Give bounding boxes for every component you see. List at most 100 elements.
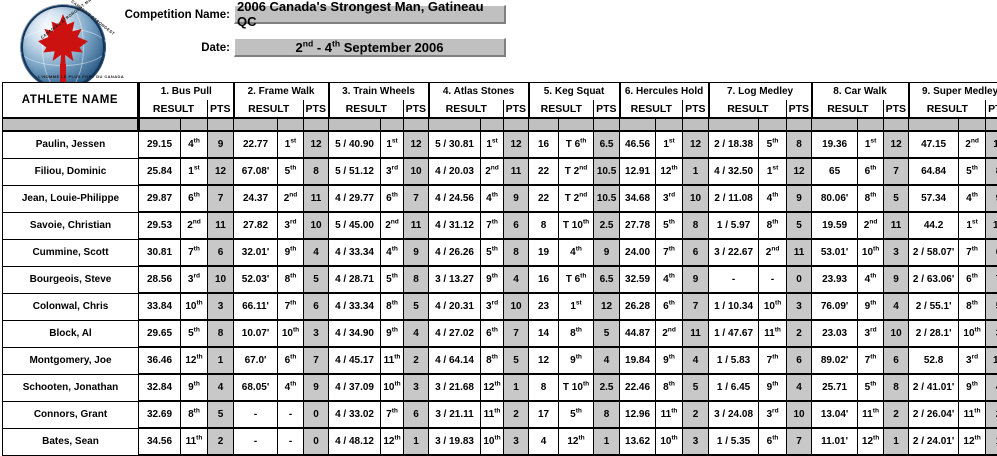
event-8-pts-cell: 4 <box>884 293 909 320</box>
event-7-place-cell: 5th <box>759 131 787 158</box>
event-7-pts-cell: 10 <box>787 401 812 428</box>
event-7-result-cell: 4 / 32.50 <box>709 158 759 185</box>
event-5-place-cell: T 6th <box>559 266 594 293</box>
event-9-pts-cell: 10 <box>986 347 997 374</box>
event-6-result-cell: 26.28 <box>620 293 656 320</box>
event-3-pts-cell: 5 <box>404 293 429 320</box>
strip-cell <box>884 118 909 131</box>
event-header-8: 8. Car Walk <box>812 83 909 101</box>
strip-cell <box>139 118 181 131</box>
event-header-7: 7. Log Medley <box>709 83 812 101</box>
event-1-pts-cell: 5 <box>208 401 234 428</box>
event-6-pts-cell: 5 <box>683 374 709 401</box>
strip-cell <box>986 118 997 131</box>
event-3-result-cell: 4 / 37.09 <box>329 374 381 401</box>
event-5-result-cell: 8 <box>529 374 559 401</box>
event-9-result-cell: 57.34 <box>909 185 959 212</box>
event-1-pts-cell: 3 <box>208 293 234 320</box>
event-5-pts-cell: 8 <box>594 401 620 428</box>
event-6-pts-cell: 7 <box>683 293 709 320</box>
athlete-name-cell: Connors, Grant <box>3 401 139 428</box>
athlete-name-cell: Block, Al <box>3 320 139 347</box>
competition-name-field[interactable]: 2006 Canada's Strongest Man, Gatineau QC <box>234 5 506 24</box>
event-7-result-cell: - <box>709 266 759 293</box>
event-2-place-cell: 9th <box>278 239 304 266</box>
event-7-place-cell: - <box>759 266 787 293</box>
event-6-pts-cell: 1 <box>683 158 709 185</box>
event-2-result-cell: 32.01' <box>234 239 278 266</box>
event-7-pts-cell: 7 <box>787 428 812 455</box>
event-2-place-cell: 4th <box>278 374 304 401</box>
event-7-pts-cell: 12 <box>787 158 812 185</box>
event-2-pts-cell: 9 <box>304 374 329 401</box>
event-1-place-cell: 6th <box>181 185 208 212</box>
event-3-place-cell: 1st <box>381 131 404 158</box>
event-7-result-cell: 1 / 5.83 <box>709 347 759 374</box>
event-8-place-cell: 1st <box>858 131 884 158</box>
event-5-result-cell: 22 <box>529 185 559 212</box>
event-4-pts-cell: 1 <box>504 374 529 401</box>
event-5-result-cell: 19 <box>529 239 559 266</box>
event-3-pts-cell: 7 <box>404 185 429 212</box>
athlete-name-cell: Colonwal, Chris <box>3 293 139 320</box>
event-4-place-cell: 12th <box>481 374 504 401</box>
event-1-pts-header: PTS <box>208 100 234 118</box>
event-3-place-cell: 7th <box>381 401 404 428</box>
strip-cell <box>529 118 559 131</box>
event-3-pts-cell: 9 <box>404 239 429 266</box>
event-8-pts-cell: 12 <box>884 131 909 158</box>
event-5-place-cell: 4th <box>559 239 594 266</box>
event-6-pts-cell: 10 <box>683 185 709 212</box>
strip-cell <box>404 118 429 131</box>
event-8-pts-cell: 2 <box>884 401 909 428</box>
event-7-place-cell: 2nd <box>759 239 787 266</box>
athlete-name-header: ATHLETE NAME <box>3 83 139 119</box>
event-7-pts-cell: 11 <box>787 239 812 266</box>
event-1-result-cell: 29.15 <box>139 131 181 158</box>
event-2-result-cell: 52.03' <box>234 266 278 293</box>
event-6-pts-cell: 6 <box>683 239 709 266</box>
event-4-place-cell: 4th <box>481 185 504 212</box>
athlete-name-cell: Schooten, Jonathan <box>3 374 139 401</box>
strip-cell <box>909 118 959 131</box>
event-2-result-cell: 27.82 <box>234 212 278 239</box>
event-6-result-cell: 24.00 <box>620 239 656 266</box>
event-1-place-cell: 11th <box>181 428 208 455</box>
event-7-result-cell: 1 / 6.45 <box>709 374 759 401</box>
event-8-pts-cell: 5 <box>884 185 909 212</box>
event-1-pts-cell: 7 <box>208 185 234 212</box>
event-3-result-cell: 4 / 33.34 <box>329 239 381 266</box>
strip-name-cell <box>3 118 139 131</box>
event-8-result-cell: 25.71 <box>812 374 858 401</box>
cwa-logo: CANADIAN STRONGEST MAN CANADA'S STRONGES… <box>20 4 106 90</box>
event-5-pts-cell: 10.5 <box>594 158 620 185</box>
event-4-place-cell: 5th <box>481 239 504 266</box>
strip-cell <box>429 118 481 131</box>
strip-cell <box>304 118 329 131</box>
event-5-place-cell: 8th <box>559 320 594 347</box>
event-2-place-cell: 7th <box>278 293 304 320</box>
event-2-place-cell: 6th <box>278 347 304 374</box>
event-7-result-cell: 3 / 22.67 <box>709 239 759 266</box>
event-4-place-cell: 3rd <box>481 293 504 320</box>
strip-cell <box>504 118 529 131</box>
event-1-pts-cell: 11 <box>208 212 234 239</box>
event-2-result-cell: 67.0' <box>234 347 278 374</box>
date-field[interactable]: 2nd - 4th September 2006 <box>234 38 506 57</box>
event-5-place-cell: T 6th <box>559 131 594 158</box>
event-4-pts-cell: 11 <box>504 158 529 185</box>
event-5-place-cell: 1st <box>559 293 594 320</box>
event-6-result-cell: 44.87 <box>620 320 656 347</box>
athlete-name-cell: Bourgeois, Steve <box>3 266 139 293</box>
event-6-place-cell: 5th <box>656 212 683 239</box>
event-header-3: 3. Train Wheels <box>329 83 429 101</box>
event-header-5: 5. Keg Squat <box>529 83 620 101</box>
event-2-pts-cell: 11 <box>304 185 329 212</box>
event-9-pts-cell: 1 <box>986 428 997 455</box>
event-8-place-cell: 8th <box>858 185 884 212</box>
event-1-result-cell: 36.46 <box>139 347 181 374</box>
